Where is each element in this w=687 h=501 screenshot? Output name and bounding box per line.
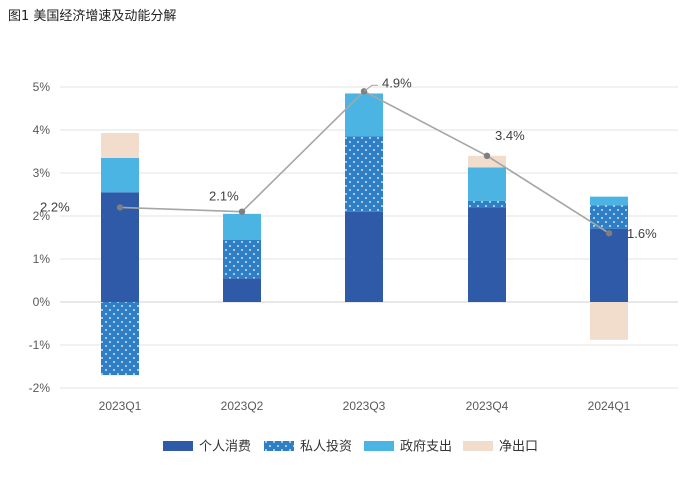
gdp-line: 2.2% 2.1% 4.9% 3.4% 1.6%: [40, 75, 657, 241]
label-leader: [363, 84, 378, 92]
bar-segment: [468, 200, 506, 208]
y-tick-label: -1%: [29, 338, 51, 352]
x-tick-label: 2023Q3: [343, 399, 386, 413]
legend-label: 净出口: [499, 440, 538, 455]
bar-segment: [590, 228, 628, 302]
legend-swatch: [364, 441, 394, 451]
y-tick-label: 5%: [33, 80, 51, 94]
gdp-data-label: 2.1%: [209, 189, 239, 204]
bar-segment: [468, 155, 506, 168]
x-tick-label: 2023Q2: [221, 399, 264, 413]
legend-label: 政府支出: [400, 440, 452, 455]
bar-segment: [590, 196, 628, 206]
bar-segment: [223, 239, 261, 279]
gdp-point: [116, 204, 124, 211]
legend-swatch: [463, 441, 493, 451]
figure-title: 图1 美国经济增速及动能分解: [8, 9, 177, 24]
y-tick-label: 2%: [33, 209, 51, 223]
bar-segment: [101, 302, 139, 376]
legend: 个人消费 私人投资 政府支出 净出口: [163, 439, 538, 455]
bar-segment: [345, 93, 383, 137]
bars: [101, 93, 628, 376]
legend-label: 私人投资: [300, 439, 352, 455]
bar-segment: [345, 136, 383, 212]
axis-labels: 5% 4% 3% 2% 1% 0% -1% -2% 2023Q1 2023Q2 2023Q3 2023…: [29, 80, 631, 413]
legend-swatch: [163, 441, 193, 451]
gdp-point: [605, 230, 613, 237]
y-tick-label: 0%: [33, 295, 51, 309]
y-tick-label: -2%: [29, 381, 51, 395]
gdp-data-label: 3.4%: [495, 128, 525, 143]
legend-label: 个人消费: [199, 440, 251, 455]
y-tick-label: 4%: [33, 123, 51, 137]
legend-swatch: [264, 441, 294, 451]
y-tick-label: 1%: [33, 252, 51, 266]
bar-segment: [590, 205, 628, 229]
gdp-point: [483, 152, 491, 159]
gdp-point: [238, 208, 246, 215]
bar-segment: [101, 133, 139, 158]
x-tick-label: 2023Q1: [99, 399, 142, 413]
bar-segment: [223, 278, 261, 302]
x-tick-label: 2024Q1: [588, 399, 631, 413]
x-tick-label: 2023Q4: [466, 399, 509, 413]
bar-segment: [101, 192, 139, 302]
gdp-data-label: 1.6%: [627, 226, 657, 241]
bar-segment: [468, 207, 506, 302]
bar-segment: [223, 213, 261, 240]
bar-segment: [101, 157, 139, 193]
bar-segment: [590, 302, 628, 340]
bar-segment: [345, 211, 383, 302]
y-tick-label: 3%: [33, 166, 51, 180]
gdp-data-label: 4.9%: [382, 75, 412, 90]
bar-segment: [468, 167, 506, 201]
gdp-data-label: 2.2%: [40, 199, 70, 214]
